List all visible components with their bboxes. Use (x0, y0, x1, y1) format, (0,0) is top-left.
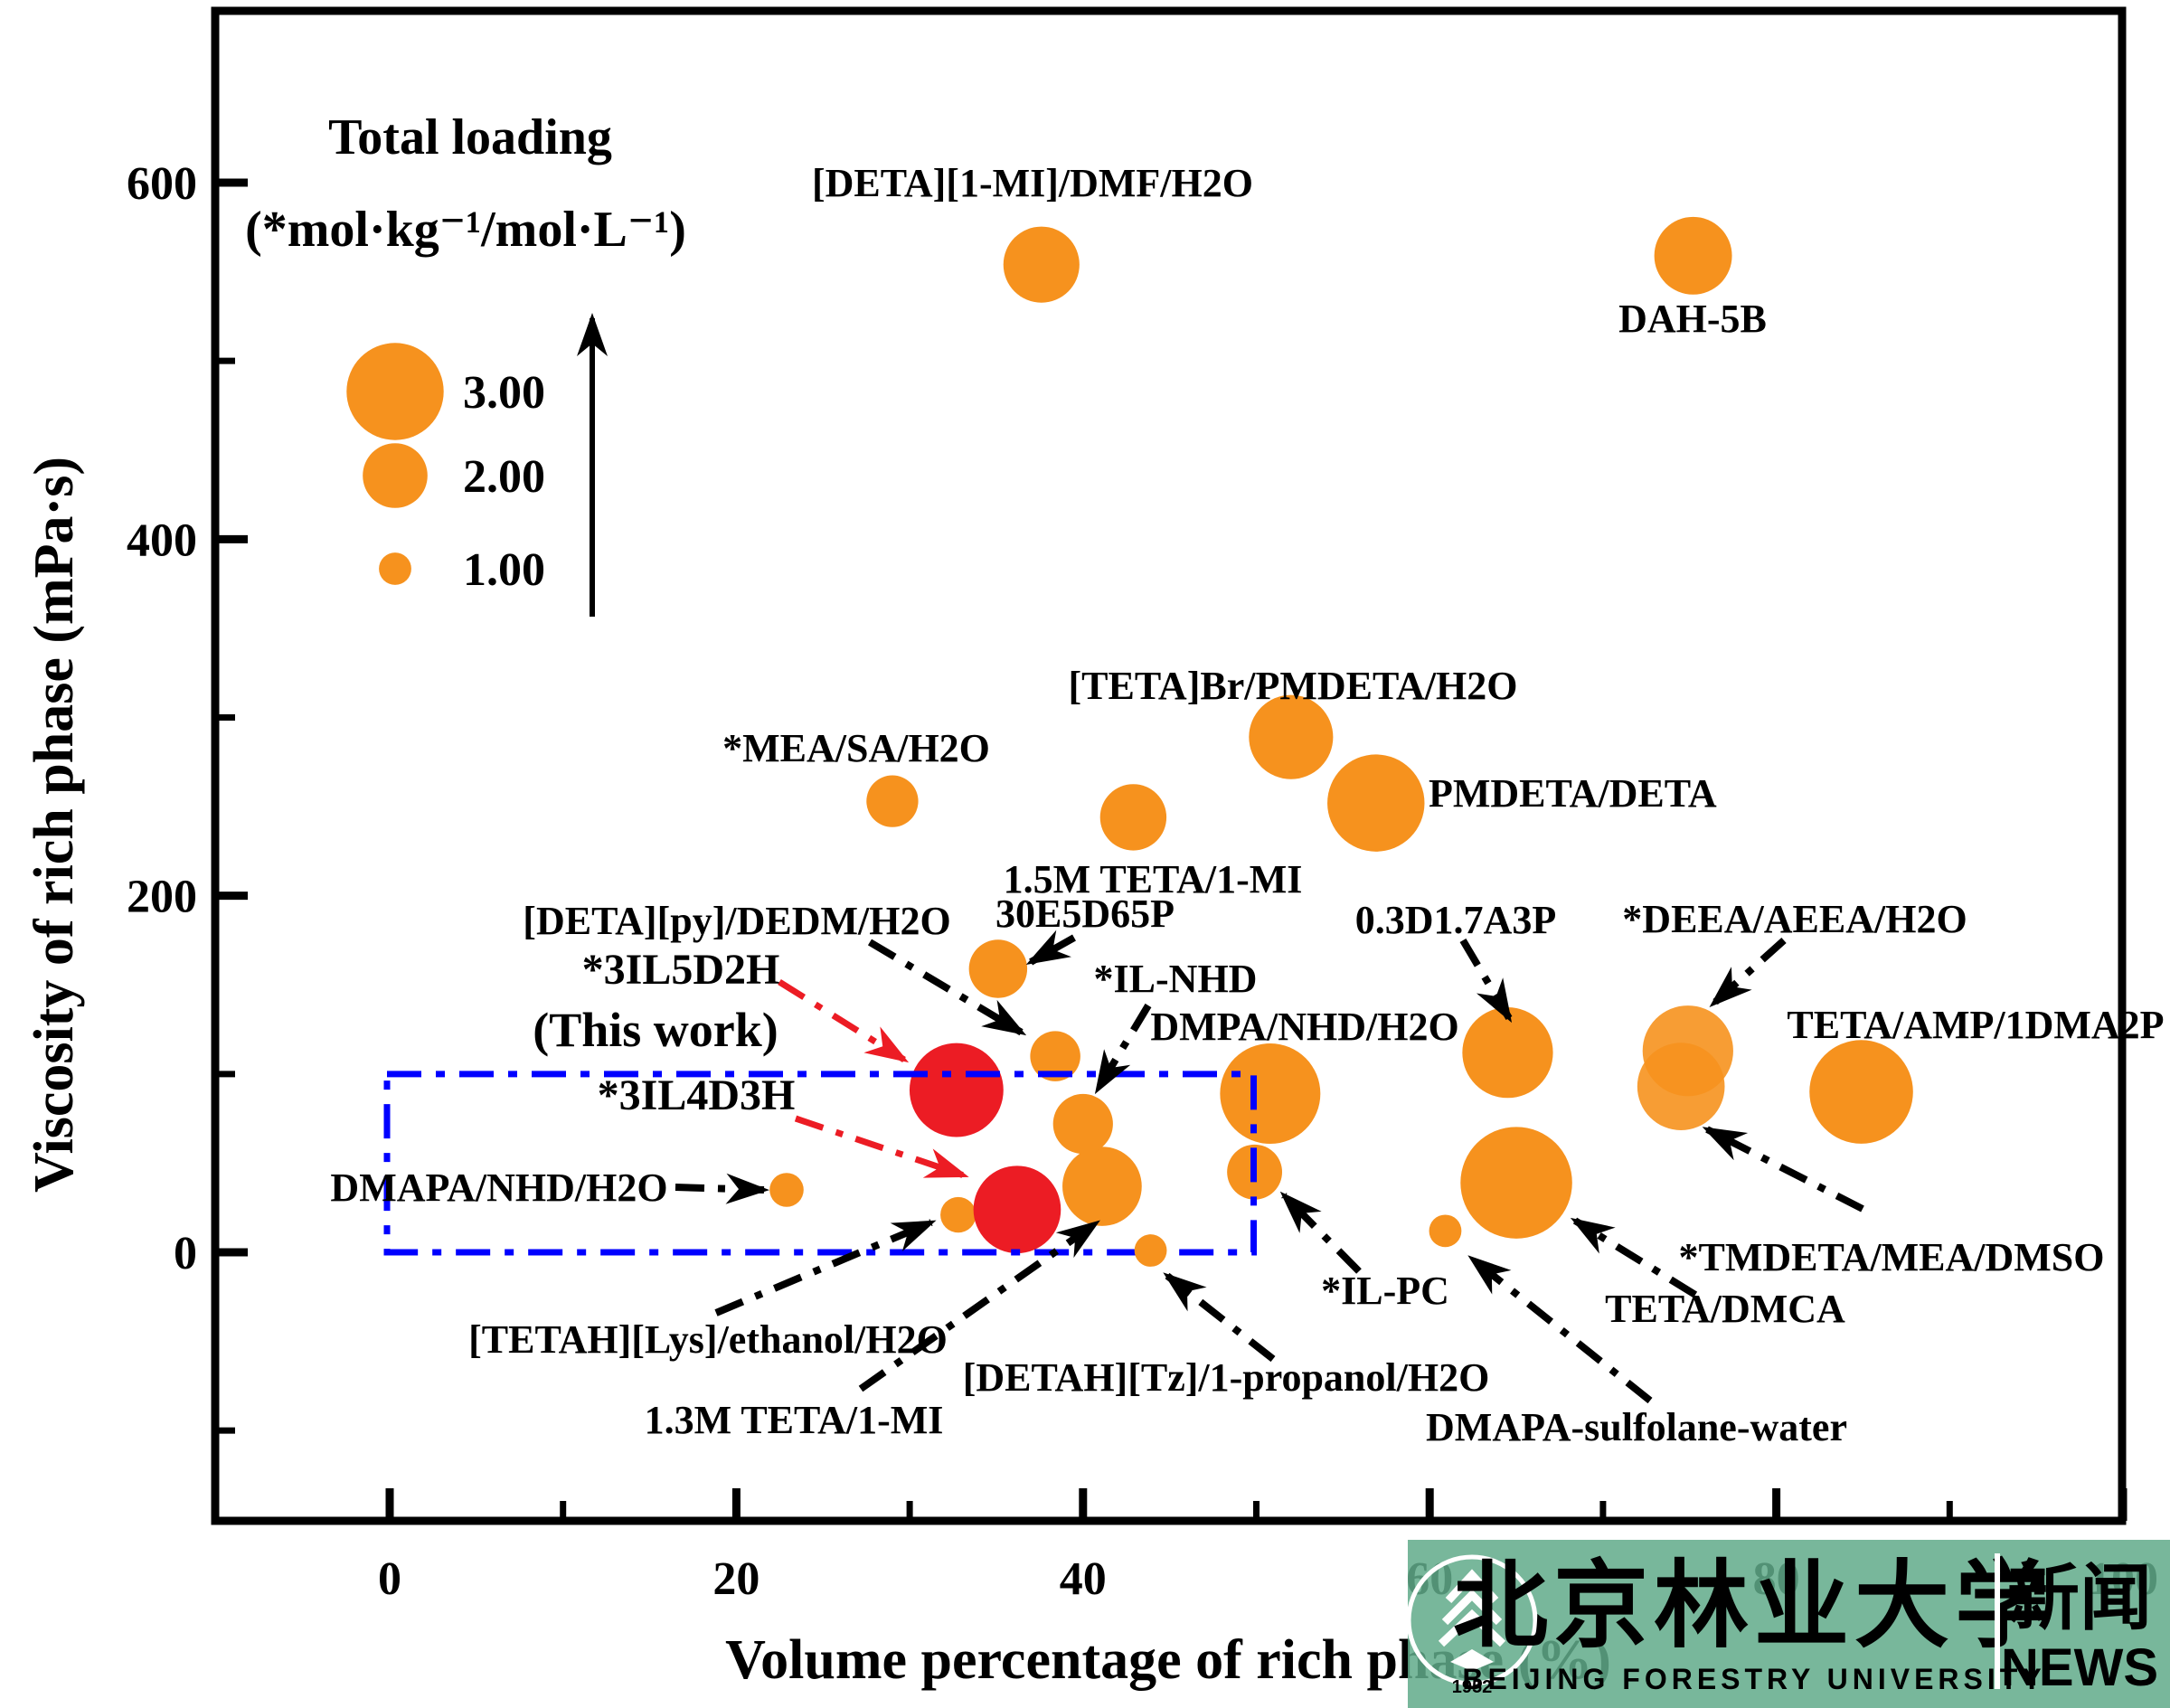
bubble-DAH-5B (1654, 216, 1732, 295)
news-label-en: NEWS (2001, 1638, 2158, 1697)
bubble-label-1.5M TETA/1-MI: 1.5M TETA/1-MI (1004, 857, 1303, 901)
annotation-arrow-*IL-PC (1279, 1191, 1362, 1274)
y-tick-label: 600 (127, 158, 197, 210)
university-seal-icon: 1952 (1406, 1554, 1538, 1697)
legend-item-label: 1.00 (463, 544, 545, 596)
bubble-label-*TMDETA/MEA/DMSO: *TMDETA/MEA/DMSO (1679, 1235, 2105, 1279)
bubble-label-30E5D65P: 30E5D65P (995, 892, 1175, 936)
annotation-arrow-30E5D65P (1025, 929, 1076, 966)
bubble-*3IL4D3H (973, 1165, 1061, 1254)
bubble-*3IL5D2H (909, 1043, 1004, 1137)
bubble-TETA/DMCA (1460, 1127, 1572, 1239)
bubble-label-*3IL4D3H: *3IL4D3H (598, 1071, 796, 1119)
seal-tree-icon (1441, 1589, 1503, 1626)
annotation-arrow-[DETA][py]/DEDM/H2O (867, 939, 1027, 1036)
annotation-arrow-*3IL4D3H (794, 1115, 969, 1179)
legend-bubble-2.00 (363, 443, 428, 508)
x-tick-label: 40 (1060, 1553, 1107, 1605)
legend: Total loading (*mol·kg⁻¹/mol·L⁻¹) 3.00 2.00… (245, 109, 686, 617)
seal-book-icon (1450, 1649, 1494, 1671)
bubble-*IL-NHD (1052, 1093, 1113, 1155)
legend-bubble-3.00 (346, 343, 444, 440)
watermark-divider (1995, 1553, 2000, 1689)
legend-item-label: 2.00 (463, 451, 545, 503)
y-tick-label: 200 (127, 872, 197, 923)
annotation-arrow-*IL-NHD (1094, 1003, 1152, 1095)
bubble-label-*IL-NHD: *IL-NHD (1094, 957, 1258, 1001)
bubble-label-DMPA/NHD/H2O: DMPA/NHD/H2O (1150, 1005, 1458, 1049)
bubble-*TMDETA/MEA/DMSO (1637, 1043, 1725, 1130)
bubble-[DETAH][Tz]/1-propanol/H2O (1134, 1234, 1167, 1267)
university-name-zh: 北京林业大学 (1453, 1553, 2055, 1659)
bubble-*MEA/SA/H2O (866, 775, 919, 827)
bubble-label-DAH-5B: DAH-5B (1618, 297, 1767, 341)
seal-ring (1406, 1554, 1538, 1686)
y-tick-label: 0 (174, 1228, 197, 1279)
bubble-[DETA][py]/DEDM/H2O (1030, 1031, 1080, 1081)
plot-frame (211, 6, 2127, 1525)
bubble-DMPA/NHD/H2O (1220, 1043, 1321, 1145)
bubble-label-*IL-PC: *IL-PC (1321, 1269, 1449, 1313)
seal-year: 1952 (1452, 1677, 1493, 1697)
bubble-label-[DETA][py]/DEDM/H2O: [DETA][py]/DEDM/H2O (523, 899, 950, 943)
bubble-label-[TETA]Br/PMDETA/H2O: [TETA]Br/PMDETA/H2O (1068, 664, 1517, 708)
y-tick-label: 400 (127, 514, 197, 566)
annotation-arrow-TETA/DMCA (1570, 1217, 1698, 1298)
bubble-label-*DEEA/AEEA/H2O: *DEEA/AEEA/H2O (1622, 897, 1967, 941)
legend-bubble-1.00 (379, 552, 411, 585)
bubble-label-TETA/AMP/1DMA2P: TETA/AMP/1DMA2P (1787, 1003, 2164, 1047)
bubble-1.3M TETA/1-MI (1062, 1147, 1142, 1226)
annotation-arrow-0.3D1.7A3P (1459, 938, 1513, 1024)
highlight-region-box (383, 1071, 1257, 1256)
bubble-DMAPA/NHD/H2O (769, 1173, 804, 1207)
bubble-TETA/AMP/1DMA2P (1809, 1040, 1913, 1144)
news-label-zh: 新闻 (2007, 1560, 2152, 1639)
this-work-label: (This work) (533, 1003, 778, 1057)
bubble-label-TETA/DMCA: TETA/DMCA (1605, 1287, 1845, 1331)
y-axis: 0 200 400 600 Viscosity of rich phase (mPa·s… (24, 158, 248, 1434)
annotation-arrow-*DEEA/AEEA/H2O (1709, 938, 1787, 1008)
annotation-arrow-DMAPA/NHD/H2O (675, 1173, 769, 1204)
bubble-1.5M TETA/1-MI (1099, 784, 1167, 851)
bubble-[DETA][1-MI]/DMF/H2O (1003, 226, 1080, 303)
seal-tree-icon (1438, 1609, 1506, 1647)
x-tick-label: 0 (378, 1553, 401, 1605)
bubble-label-DMAPA/NHD/H2O: DMAPA/NHD/H2O (330, 1165, 667, 1210)
bubble-label-[DETA][1-MI]/DMF/H2O: [DETA][1-MI]/DMF/H2O (812, 161, 1253, 205)
legend-title: Total loading (328, 109, 612, 165)
bubble-label-0.3D1.7A3P: 0.3D1.7A3P (1355, 898, 1556, 942)
annotation-arrow-[DETAH][Tz]/1-propanol/H2O (1163, 1272, 1276, 1363)
annotation-arrow-1.3M TETA/1-MI (858, 1220, 1100, 1392)
bubble-label-DMAPA-sulfolane-water: DMAPA-sulfolane-water (1426, 1405, 1847, 1449)
bubble-label-[TETAH][Lys]/ethanol/H2O: [TETAH][Lys]/ethanol/H2O (468, 1317, 948, 1362)
watermark: 1952 北京林业大学 BEIJING FORESTRY UNIVERSITY 新闻N… (1406, 1540, 2170, 1708)
legend-units: (*mol·kg⁻¹/mol·L⁻¹) (245, 202, 686, 258)
bubble-[TETAH][Lys]/ethanol/H2O (940, 1196, 976, 1233)
x-tick-label: 20 (712, 1553, 760, 1605)
legend-item-label: 3.00 (463, 367, 545, 419)
annotation-arrow-[TETAH][Lys]/ethanol/H2O (714, 1219, 937, 1316)
bubble-label-1.3M TETA/1-MI: 1.3M TETA/1-MI (645, 1398, 944, 1442)
bubble-PMDETA/DETA (1327, 754, 1425, 852)
seal-tree-icon (1445, 1569, 1499, 1604)
y-axis-title: Viscosity of rich phase (mPa·s) (24, 457, 85, 1193)
bubble-DMAPA-sulfolane-water (1429, 1214, 1462, 1248)
university-name-en: BEIJING FORESTRY UNIVERSITY (1462, 1663, 2045, 1695)
annotation-arrow-*TMDETA/MEA/DMSO (1702, 1126, 1864, 1213)
annotation-arrow-*3IL5D2H (778, 979, 910, 1063)
bubble-label-*MEA/SA/H2O: *MEA/SA/H2O (722, 726, 990, 770)
bubble-label-*3IL5D2H: *3IL5D2H (582, 946, 780, 994)
bubble-[TETA]Br/PMDETA/H2O (1249, 694, 1334, 779)
bubble-30E5D65P (968, 939, 1028, 998)
bubble-0.3D1.7A3P (1462, 1007, 1553, 1099)
bubble-label-PMDETA/DETA: PMDETA/DETA (1429, 771, 1717, 816)
bubble-label-[DETAH][Tz]/1-propanol/H2O: [DETAH][Tz]/1-propanol/H2O (963, 1355, 1490, 1400)
